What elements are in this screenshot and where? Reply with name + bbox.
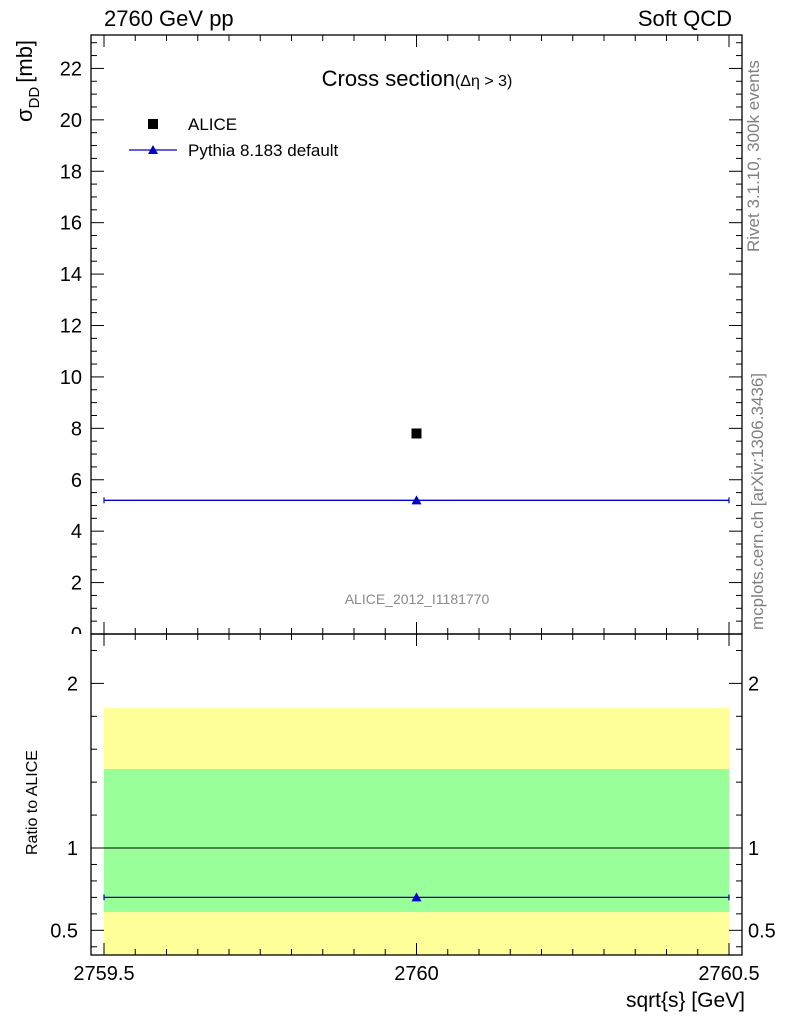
x-tick-label: 2760.5 bbox=[698, 963, 759, 985]
y-tick-label: 4 bbox=[71, 521, 82, 543]
y-tick-label: 20 bbox=[60, 110, 82, 132]
x-axis-title: sqrt{s} [GeV] bbox=[626, 989, 745, 1012]
ratio-y-tick-label-right: 0.5 bbox=[748, 920, 776, 942]
process-label: Soft QCD bbox=[637, 6, 732, 31]
ratio-y-tick-label-right: 2 bbox=[748, 673, 759, 695]
y-tick-label: 2 bbox=[71, 573, 82, 595]
pythia-point bbox=[411, 495, 422, 505]
y-tick-label: 8 bbox=[71, 418, 82, 440]
x-tick-label: 2759.5 bbox=[73, 963, 134, 985]
y-axis-title: σDD[mb] bbox=[12, 40, 43, 122]
legend-pythia-label: Pythia 8.183 default bbox=[188, 141, 339, 160]
ratio-y-tick-label: 1 bbox=[67, 838, 78, 860]
y-tick-label-zero: 0 bbox=[71, 624, 82, 646]
legend-alice-marker bbox=[148, 119, 158, 129]
ratio-y-tick-label: 2 bbox=[67, 673, 78, 695]
legend-pythia-marker bbox=[148, 145, 158, 154]
y-tick-label: 22 bbox=[60, 58, 82, 80]
pythia-ratio-point bbox=[411, 892, 422, 902]
energy-label: 2760 GeV pp bbox=[104, 6, 234, 31]
alice-point bbox=[411, 428, 422, 439]
x-tick-label: 2760 bbox=[394, 963, 439, 985]
y-tick-label: 6 bbox=[71, 470, 82, 492]
main-panel: 2 4 6 8 10 12 14 16 18 20 22 0 σDD[mb] Cross section(… bbox=[12, 34, 743, 646]
legend-alice-label: ALICE bbox=[188, 115, 237, 134]
ratio-band-inner bbox=[104, 768, 729, 913]
ratio-y-tick-label: 0.5 bbox=[50, 920, 78, 942]
ratio-panel: 0.5 0.5 1 1 2 2 2759.5 2760 2760.5 sqrt{s} [GeV] R… bbox=[24, 633, 776, 1012]
chart-title: Cross section(Δη > 3) bbox=[322, 66, 513, 91]
ratio-y-tick-label-right: 1 bbox=[748, 838, 759, 860]
ratio-y-axis-title: Ratio to ALICE bbox=[24, 750, 41, 855]
y-tick-label: 10 bbox=[60, 367, 82, 389]
analysis-watermark: ALICE_2012_I1181770 bbox=[345, 591, 490, 607]
y-tick-label: 12 bbox=[60, 316, 82, 338]
y-tick-label: 16 bbox=[60, 213, 82, 235]
y-tick-label: 18 bbox=[60, 161, 82, 183]
y-tick-label: 14 bbox=[60, 264, 82, 286]
